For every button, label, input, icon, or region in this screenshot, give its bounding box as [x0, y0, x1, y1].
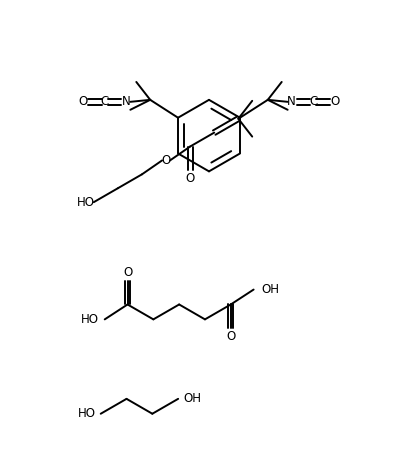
Text: OH: OH — [183, 392, 201, 405]
Text: C: C — [309, 95, 318, 108]
Text: OH: OH — [262, 283, 280, 296]
Text: N: N — [122, 95, 131, 108]
Text: HO: HO — [78, 407, 96, 420]
Text: HO: HO — [77, 196, 95, 209]
Text: N: N — [287, 95, 296, 108]
Text: O: O — [186, 172, 195, 185]
Text: O: O — [123, 266, 132, 279]
Text: HO: HO — [81, 313, 99, 326]
Text: C: C — [100, 95, 109, 108]
Text: O: O — [161, 154, 171, 167]
Text: O: O — [331, 95, 340, 108]
Text: O: O — [226, 330, 235, 343]
Text: O: O — [78, 95, 87, 108]
